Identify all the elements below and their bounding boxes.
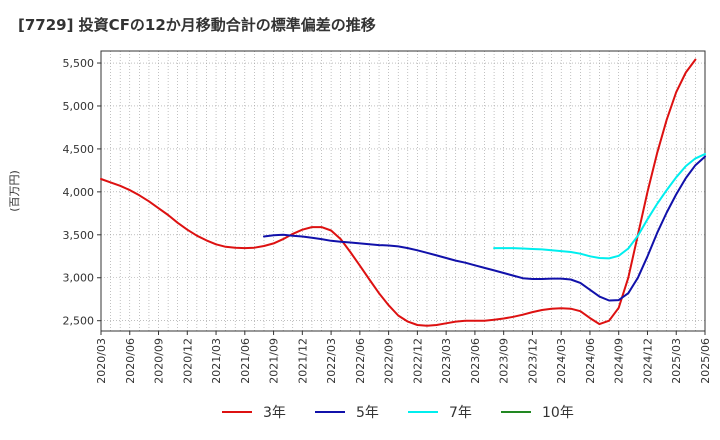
legend-label: 5年 <box>356 405 379 421</box>
x-tick-label: 2025/03 <box>670 338 683 384</box>
x-tick-label: 2024/09 <box>613 338 626 384</box>
x-tick-label: 2024/06 <box>584 338 597 384</box>
y-tick-label: 4,500 <box>63 143 95 156</box>
x-tick-label: 2022/06 <box>354 338 367 384</box>
x-tick-label: 2023/09 <box>498 338 511 384</box>
x-tick-label: 2021/03 <box>210 338 223 384</box>
series-line-7年 <box>493 153 706 260</box>
legend-label: 10年 <box>542 405 574 421</box>
x-tick-label: 2020/06 <box>124 338 137 384</box>
y-axis-label-group: (百万円) <box>8 170 21 212</box>
x-tick-label: 2022/12 <box>411 338 424 384</box>
series-lines <box>100 58 706 327</box>
x-tick-label: 2022/03 <box>325 338 338 384</box>
legend: 3年 5年 7年 10年 <box>222 405 574 421</box>
y-tick-label: 5,500 <box>63 57 95 70</box>
y-tick-label: 4,000 <box>63 186 95 199</box>
legend-label: 3年 <box>263 405 286 421</box>
x-tick-label: 2023/03 <box>440 338 453 384</box>
x-tick-label: 2020/09 <box>153 338 166 384</box>
x-tick-label: 2023/06 <box>469 338 482 384</box>
series-line-5年 <box>263 155 706 302</box>
y-tick-label: 2,500 <box>63 315 95 328</box>
x-tick-label: 2021/09 <box>268 338 281 384</box>
x-tick-label: 2021/06 <box>239 338 252 384</box>
x-tick-label: 2020/12 <box>181 338 194 384</box>
x-tick-label: 2024/12 <box>641 338 654 384</box>
x-tick-label: 2023/12 <box>526 338 539 384</box>
x-tick-label: 2025/06 <box>699 338 712 384</box>
legend-label: 7年 <box>449 405 472 421</box>
y-axis-label: (百万円) <box>8 170 21 212</box>
x-tick-label: 2022/09 <box>383 338 396 384</box>
x-tick-label: 2021/12 <box>296 338 309 384</box>
series-line-3年 <box>100 58 697 327</box>
plot-area <box>101 51 705 331</box>
chart-title: [7729] 投資CFの12か月移動合計の標準偏差の推移 <box>18 16 376 34</box>
y-tick-label: 3,000 <box>63 272 95 285</box>
y-tick-label: 3,500 <box>63 229 95 242</box>
axes: 2,500 3,000 3,500 4,000 4,500 5,000 5,500 2020/… <box>63 50 712 384</box>
y-tick-label: 5,000 <box>63 100 95 113</box>
plot-frame <box>100 50 706 332</box>
x-tick-label: 2024/03 <box>555 338 568 384</box>
x-tick-label: 2020/03 <box>95 338 108 384</box>
